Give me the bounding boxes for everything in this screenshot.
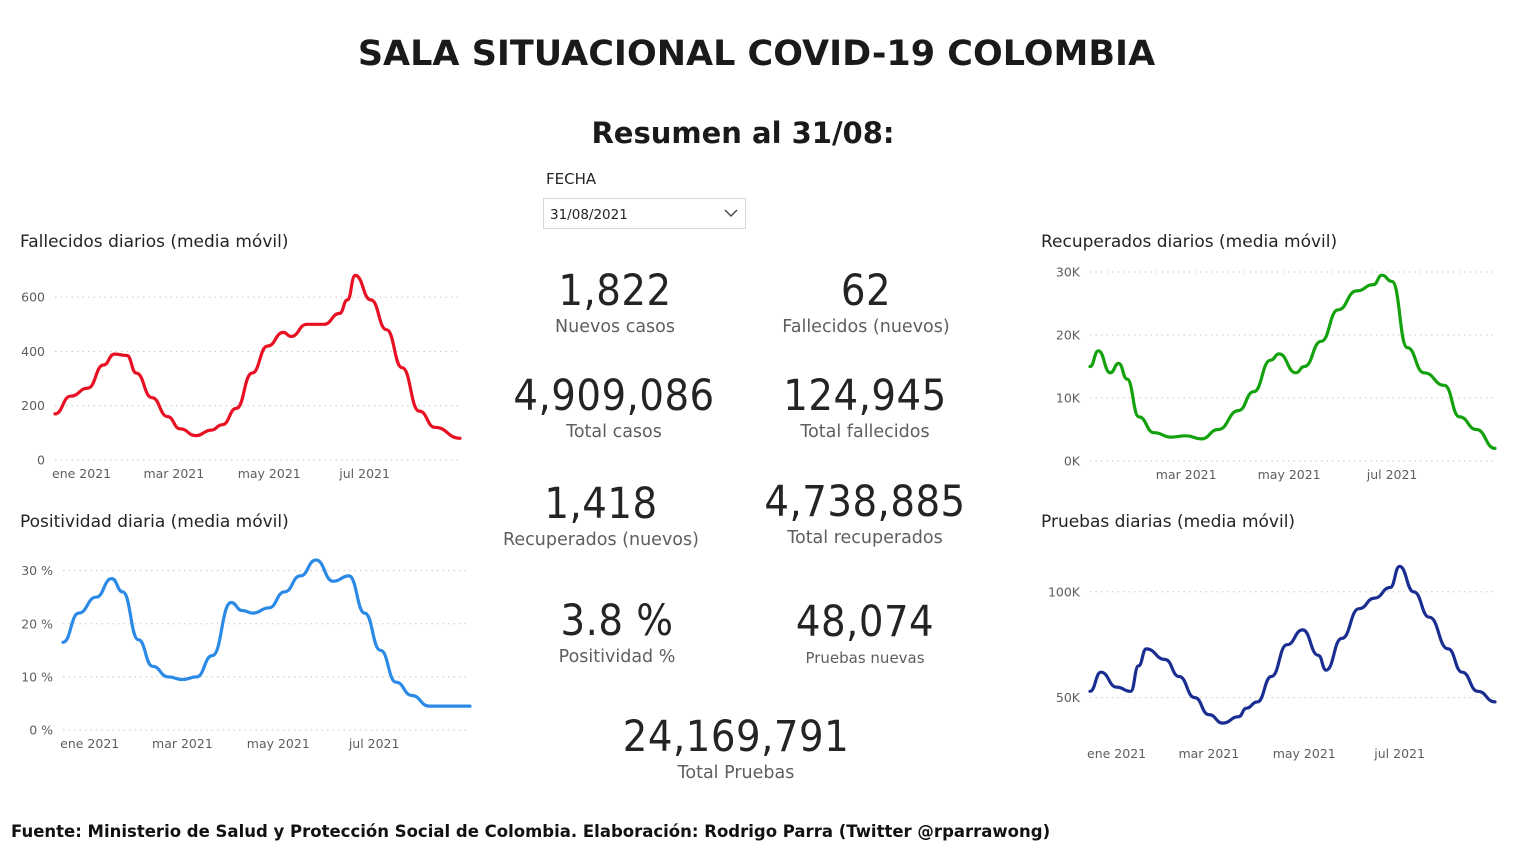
kpi-value: 24,169,791 bbox=[622, 712, 850, 762]
x-tick-label: ene 2021 bbox=[52, 466, 111, 481]
kpi-fallecidos-nuevos: 62 Fallecidos (nuevos) bbox=[782, 267, 949, 339]
series-line-fallecidos bbox=[53, 273, 462, 440]
series-line-positividad bbox=[61, 558, 472, 708]
x-tick-label: may 2021 bbox=[238, 466, 301, 481]
kpi-label: Pruebas nuevas bbox=[805, 649, 925, 667]
kpi-value: 62 bbox=[840, 266, 892, 316]
chart-title-recuperados: Recuperados diarios (media móvil) bbox=[1041, 232, 1338, 252]
y-tick-label: 10 % bbox=[21, 669, 53, 684]
kpi-total-casos: 4,909,086 Total casos bbox=[513, 372, 714, 444]
x-tick-label: mar 2021 bbox=[152, 736, 213, 751]
pruebas-line-chart: 50K 100K ene 2021 mar 2021 may 2021 jul 2021 bbox=[1048, 564, 1497, 761]
y-tick-label: 20 % bbox=[21, 616, 53, 631]
date-slicer-value: 31/08/2021 bbox=[550, 207, 628, 223]
x-tick-label: may 2021 bbox=[1273, 746, 1336, 761]
kpi-positividad: 3.8 % Positividad % bbox=[559, 597, 676, 669]
kpi-label: Fallecidos (nuevos) bbox=[782, 317, 950, 337]
x-tick-label: mar 2021 bbox=[143, 466, 204, 481]
x-tick-label: mar 2021 bbox=[1156, 467, 1217, 482]
y-tick-label: 200 bbox=[21, 398, 45, 413]
kpi-value: 4,909,086 bbox=[513, 371, 715, 421]
kpi-value: 1,822 bbox=[558, 266, 672, 316]
x-tick-label: jul 2021 bbox=[348, 736, 400, 751]
chevron-down-icon[interactable] bbox=[723, 207, 739, 219]
chart-title-pruebas: Pruebas diarias (media móvil) bbox=[1041, 512, 1296, 532]
kpi-label: Total casos bbox=[566, 422, 662, 442]
kpi-total-fallecidos: 124,945 Total fallecidos bbox=[783, 372, 946, 444]
x-tick-label: jul 2021 bbox=[1366, 467, 1418, 482]
kpi-label: Total fallecidos bbox=[800, 422, 930, 442]
kpi-value: 4,738,885 bbox=[764, 477, 966, 527]
x-tick-label: jul 2021 bbox=[1373, 746, 1425, 761]
x-tick-label: mar 2021 bbox=[1178, 746, 1239, 761]
y-tick-label: 0 bbox=[37, 453, 45, 468]
summary-subtitle: Resumen al 31/08: bbox=[591, 116, 895, 150]
x-tick-label: may 2021 bbox=[1258, 467, 1321, 482]
x-tick-label: jul 2021 bbox=[338, 466, 390, 481]
series-line-recuperados bbox=[1088, 273, 1497, 450]
date-slicer-label: FECHA bbox=[546, 170, 597, 188]
y-tick-label: 600 bbox=[21, 290, 45, 305]
kpi-value: 48,074 bbox=[795, 597, 935, 647]
kpi-label: Total Pruebas bbox=[677, 763, 795, 783]
kpi-pruebas-nuevas: 48,074 Pruebas nuevas bbox=[796, 598, 934, 670]
y-tick-label: 0K bbox=[1064, 454, 1081, 469]
kpi-label: Total recuperados bbox=[787, 528, 943, 548]
kpi-value: 1,418 bbox=[544, 479, 658, 529]
kpi-label: Nuevos casos bbox=[555, 317, 675, 337]
series-line-pruebas bbox=[1088, 564, 1497, 725]
page-title: SALA SITUACIONAL COVID-19 COLOMBIA bbox=[357, 34, 1156, 74]
source-footer: Fuente: Ministerio de Salud y Protección… bbox=[11, 822, 1051, 841]
kpi-label: Positividad % bbox=[558, 647, 676, 667]
kpi-value: 3.8 % bbox=[560, 596, 674, 646]
date-slicer-dropdown[interactable]: 31/08/2021 bbox=[543, 198, 746, 229]
y-tick-label: 100K bbox=[1048, 584, 1081, 599]
kpi-nuevos-casos: 1,822 Nuevos casos bbox=[555, 267, 675, 339]
kpi-label: Recuperados (nuevos) bbox=[503, 530, 699, 550]
kpi-recuperados-nuevos: 1,418 Recuperados (nuevos) bbox=[503, 480, 699, 552]
fallecidos-line-chart: 0 200 400 600 ene 2021 mar 2021 may 2021 jul 20… bbox=[21, 273, 462, 481]
chart-title-fallecidos: Fallecidos diarios (media móvil) bbox=[20, 232, 289, 252]
x-tick-label: ene 2021 bbox=[1087, 746, 1146, 761]
x-tick-label: may 2021 bbox=[247, 736, 310, 751]
y-tick-label: 50K bbox=[1056, 690, 1081, 705]
kpi-total-pruebas: 24,169,791 Total Pruebas bbox=[623, 713, 849, 785]
kpi-value: 124,945 bbox=[783, 371, 947, 421]
x-tick-label: ene 2021 bbox=[60, 736, 119, 751]
y-tick-label: 30 % bbox=[21, 563, 53, 578]
recuperados-line-chart: 0K 10K 20K 30K mar 2021 may 2021 jul 2021 bbox=[1056, 265, 1497, 482]
y-tick-label: 30K bbox=[1056, 265, 1081, 280]
kpi-total-recuperados: 4,738,885 Total recuperados bbox=[764, 478, 965, 550]
positividad-line-chart: 0 % 10 % 20 % 30 % ene 2021 mar 2021 may 2021 j… bbox=[21, 558, 472, 751]
y-tick-label: 400 bbox=[21, 344, 45, 359]
y-tick-label: 10K bbox=[1056, 391, 1081, 406]
chart-title-positividad: Positividad diaria (media móvil) bbox=[20, 512, 289, 532]
y-tick-label: 0 % bbox=[29, 723, 53, 738]
y-tick-label: 20K bbox=[1056, 328, 1081, 343]
